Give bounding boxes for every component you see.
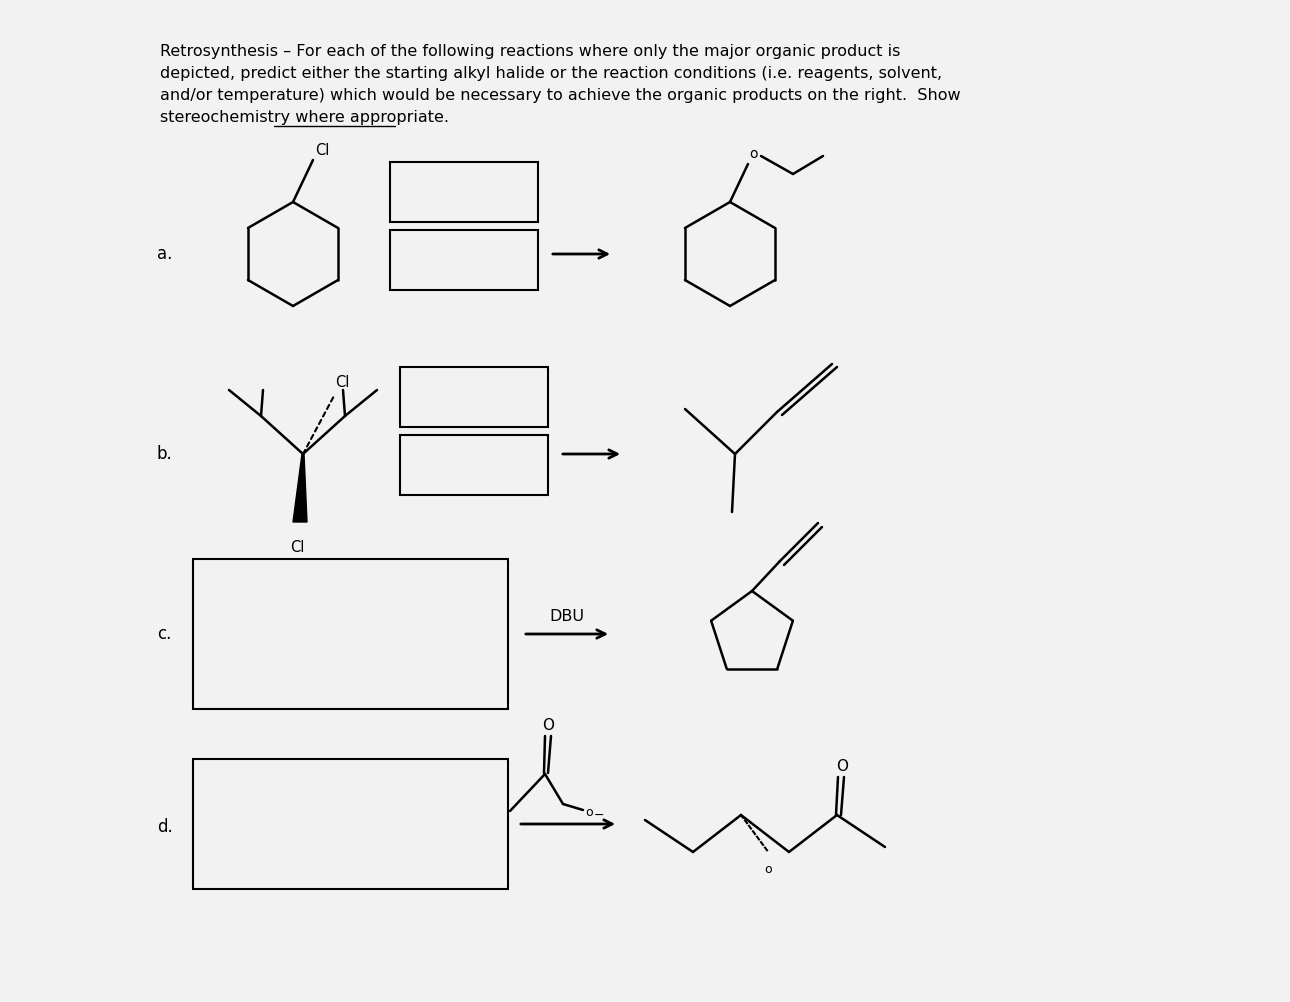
Text: stereochemistry where appropriate.: stereochemistry where appropriate. [160,110,449,125]
Text: a.: a. [157,245,173,263]
Bar [400,435,548,495]
Text: o: o [584,806,592,819]
Text: O: O [836,759,848,774]
Text: −: − [593,809,605,822]
Bar [194,559,508,709]
Text: c.: c. [157,625,172,643]
Text: and/or temperature) which would be necessary to achieve the organic products on : and/or temperature) which would be neces… [160,88,961,103]
Text: O: O [542,718,553,733]
Text: d.: d. [157,818,173,836]
Bar [390,230,538,290]
Text: Retrosynthesis – For each of the following reactions where only the major organi: Retrosynthesis – For each of the followi… [160,44,900,59]
Polygon shape [293,454,307,522]
Text: Cl: Cl [335,375,350,390]
Bar [194,759,508,889]
Text: o: o [764,863,771,876]
Text: Cl: Cl [315,143,329,158]
Text: o: o [749,147,757,161]
Text: b.: b. [157,445,173,463]
Bar [390,162,538,222]
Text: depicted, predict either the starting alkyl halide or the reaction conditions (i: depicted, predict either the starting al… [160,66,942,81]
Bar [400,367,548,427]
Text: Cl: Cl [290,540,304,555]
Text: DBU: DBU [550,609,584,624]
